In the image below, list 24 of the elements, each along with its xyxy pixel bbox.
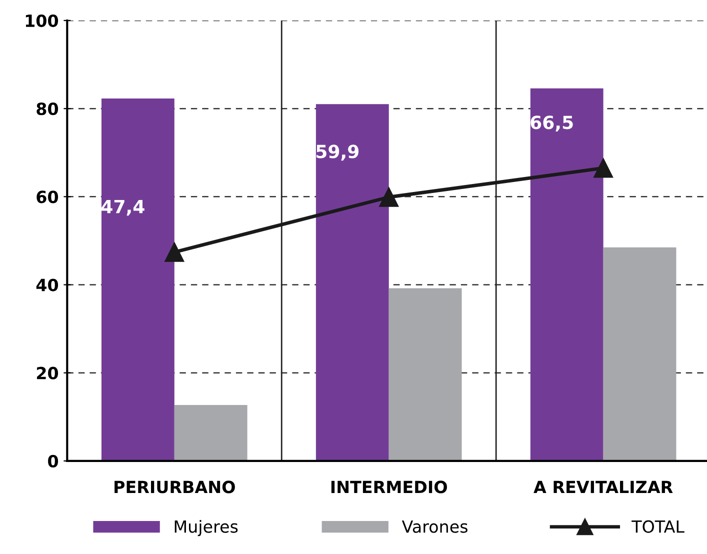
bar: [316, 104, 389, 461]
bar: [603, 247, 676, 461]
data-label: 66,5: [530, 116, 573, 132]
y-tick-label: 20: [36, 366, 58, 380]
data-label: 47,4: [101, 200, 144, 216]
bar: [388, 288, 462, 461]
point: [164, 242, 184, 262]
legend-label: Mujeres: [174, 520, 238, 536]
point: [594, 158, 614, 178]
y-tick-label: 0: [48, 454, 58, 468]
bar: [174, 404, 248, 461]
point: [379, 187, 399, 207]
y-tick-label: 40: [36, 278, 58, 292]
y-tick-label: 60: [36, 190, 58, 204]
y-tick-label: 100: [26, 14, 58, 28]
legend-label: Varones: [402, 520, 468, 533]
bar: [101, 98, 174, 461]
x-tick-label: A REVITALIZAR: [534, 480, 673, 494]
legend-label: TOTAL: [632, 520, 684, 533]
y-tick-label: 80: [36, 102, 58, 116]
data-label: 59,9: [316, 144, 358, 161]
x-tick-label: INTERMEDIO: [331, 480, 447, 494]
bar: [530, 88, 604, 461]
x-tick-label: PERIURBANO: [114, 480, 235, 494]
